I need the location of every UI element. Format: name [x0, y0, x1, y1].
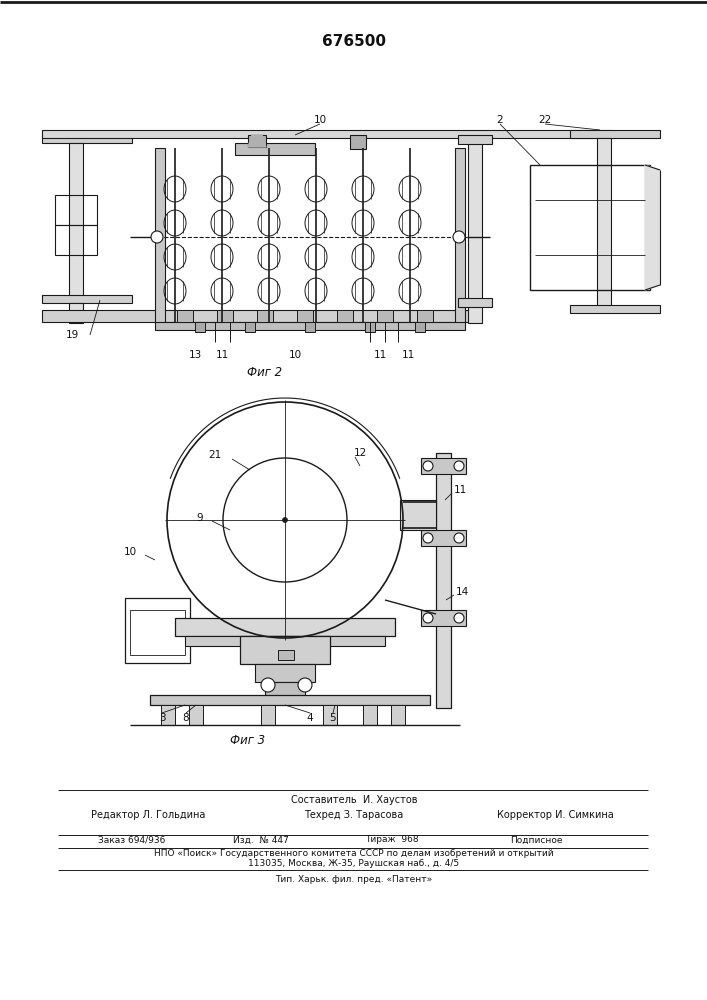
- Bar: [150, 695, 430, 705]
- Bar: [265, 682, 305, 697]
- Bar: [245, 322, 255, 332]
- Bar: [400, 500, 436, 530]
- Text: 11: 11: [402, 350, 414, 360]
- Bar: [297, 310, 313, 322]
- Text: 9: 9: [197, 513, 204, 523]
- Bar: [69, 303, 83, 323]
- Bar: [421, 458, 466, 474]
- Text: 8: 8: [182, 713, 189, 723]
- Text: НПО «Поиск» Государственного комитета СССР по делам изобретений и открытий: НПО «Поиск» Государственного комитета СС…: [154, 848, 554, 857]
- Bar: [189, 705, 203, 725]
- Text: 10: 10: [313, 115, 327, 125]
- Bar: [261, 705, 275, 725]
- Text: Изд.  № 447: Изд. № 447: [233, 836, 288, 844]
- Circle shape: [423, 533, 433, 543]
- Circle shape: [453, 231, 465, 243]
- Circle shape: [454, 613, 464, 623]
- Text: 11: 11: [216, 350, 228, 360]
- Bar: [195, 322, 205, 332]
- Circle shape: [283, 518, 288, 522]
- Text: Заказ 694/936: Заказ 694/936: [98, 836, 165, 844]
- Bar: [55, 225, 97, 255]
- Circle shape: [423, 613, 433, 623]
- Text: 4: 4: [307, 713, 313, 723]
- Circle shape: [423, 461, 433, 471]
- Text: 11: 11: [453, 485, 467, 495]
- Text: 2: 2: [497, 115, 503, 125]
- Bar: [177, 310, 193, 322]
- Bar: [417, 310, 433, 322]
- Bar: [391, 705, 405, 725]
- Bar: [421, 530, 466, 546]
- Bar: [175, 618, 395, 636]
- Text: Редактор Л. Гольдина: Редактор Л. Гольдина: [90, 810, 205, 820]
- Text: Составитель  И. Хаустов: Составитель И. Хаустов: [291, 795, 417, 805]
- Bar: [530, 165, 650, 290]
- Bar: [155, 148, 165, 323]
- Text: Тип. Харьк. фил. пред. «Патент»: Тип. Харьк. фил. пред. «Патент»: [275, 874, 433, 884]
- Bar: [323, 705, 337, 725]
- Bar: [337, 310, 353, 322]
- Text: 21: 21: [209, 450, 221, 460]
- Bar: [125, 598, 190, 663]
- Bar: [255, 664, 315, 682]
- Bar: [597, 138, 611, 306]
- Text: 12: 12: [354, 448, 367, 458]
- Text: 22: 22: [538, 115, 551, 125]
- Bar: [42, 135, 132, 143]
- Circle shape: [298, 678, 312, 692]
- Text: Тираж  968: Тираж 968: [365, 836, 419, 844]
- Bar: [458, 298, 492, 307]
- Text: 5: 5: [329, 713, 337, 723]
- Text: 676500: 676500: [322, 34, 386, 49]
- Bar: [235, 143, 315, 155]
- Bar: [570, 130, 660, 138]
- Polygon shape: [248, 135, 266, 147]
- Bar: [415, 322, 425, 332]
- Text: Фиг 3: Фиг 3: [230, 734, 266, 746]
- Text: 10: 10: [288, 350, 302, 360]
- Text: 113035, Москва, Ж-35, Раушская наб., д. 4/5: 113035, Москва, Ж-35, Раушская наб., д. …: [248, 858, 460, 867]
- Bar: [363, 705, 377, 725]
- Polygon shape: [645, 165, 660, 290]
- Circle shape: [261, 678, 275, 692]
- Bar: [350, 135, 366, 149]
- Text: 10: 10: [124, 547, 136, 557]
- Bar: [240, 636, 330, 664]
- Bar: [185, 636, 385, 646]
- Text: 11: 11: [373, 350, 387, 360]
- Text: Подписное: Подписное: [510, 836, 563, 844]
- Bar: [278, 650, 294, 660]
- Bar: [468, 143, 482, 323]
- Bar: [458, 135, 492, 144]
- Bar: [155, 322, 465, 330]
- Bar: [42, 295, 132, 303]
- Bar: [130, 610, 185, 655]
- Text: Техред З. Тарасова: Техред З. Тарасова: [305, 810, 404, 820]
- Text: 13: 13: [188, 350, 201, 360]
- Bar: [257, 310, 273, 322]
- Text: 19: 19: [65, 330, 78, 340]
- Bar: [248, 135, 266, 147]
- Circle shape: [454, 461, 464, 471]
- Bar: [365, 322, 375, 332]
- Bar: [570, 305, 660, 313]
- Bar: [217, 310, 233, 322]
- Bar: [69, 143, 83, 298]
- Text: Фиг 2: Фиг 2: [247, 366, 283, 379]
- Circle shape: [151, 231, 163, 243]
- Bar: [55, 195, 97, 225]
- Bar: [42, 310, 472, 322]
- Bar: [305, 322, 315, 332]
- Circle shape: [454, 533, 464, 543]
- Text: 3: 3: [158, 713, 165, 723]
- Text: Корректор И. Симкина: Корректор И. Симкина: [496, 810, 614, 820]
- Bar: [161, 705, 175, 725]
- Bar: [42, 130, 612, 138]
- Bar: [455, 148, 465, 323]
- Text: 14: 14: [455, 587, 469, 597]
- Bar: [436, 453, 451, 708]
- Bar: [421, 610, 466, 626]
- Bar: [377, 310, 393, 322]
